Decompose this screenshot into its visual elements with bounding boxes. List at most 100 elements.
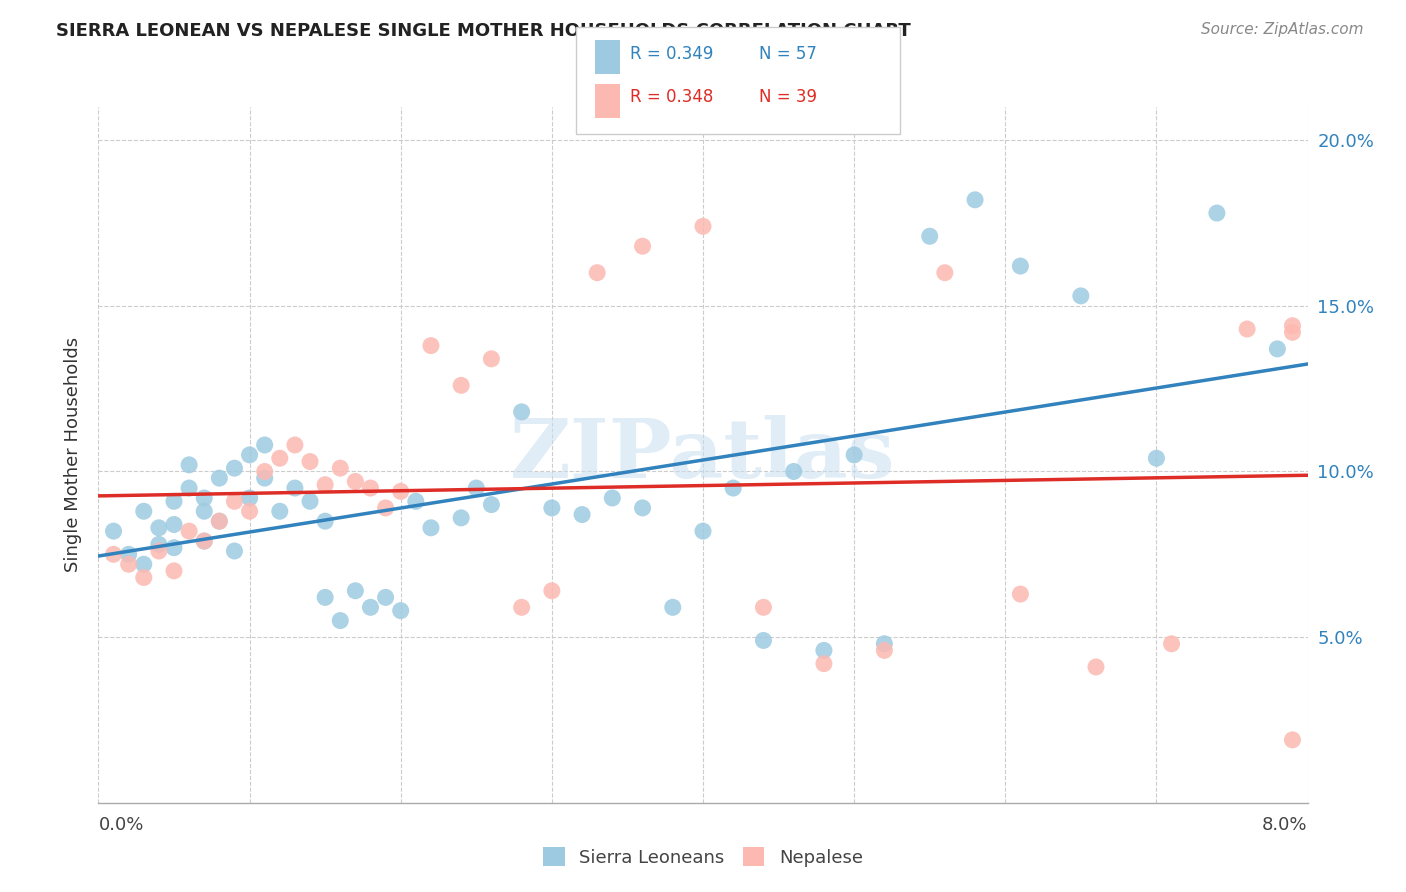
Point bbox=[179, 481, 201, 495]
Point bbox=[586, 266, 609, 280]
Point bbox=[132, 504, 155, 518]
Point bbox=[132, 570, 155, 584]
Point bbox=[405, 494, 427, 508]
Point bbox=[193, 534, 215, 549]
Point bbox=[193, 491, 215, 505]
Point bbox=[419, 338, 441, 352]
Point bbox=[723, 481, 745, 495]
Point bbox=[314, 477, 336, 491]
Point bbox=[103, 547, 125, 561]
Point bbox=[148, 521, 170, 535]
Point bbox=[179, 458, 201, 472]
Point bbox=[1070, 289, 1092, 303]
Point bbox=[602, 491, 624, 505]
Point bbox=[359, 600, 381, 615]
Point bbox=[1010, 587, 1032, 601]
Point bbox=[329, 614, 352, 628]
Point bbox=[344, 583, 367, 598]
Point bbox=[239, 504, 262, 518]
Point bbox=[208, 514, 231, 528]
Point bbox=[510, 600, 533, 615]
Point bbox=[1205, 206, 1229, 220]
Point bbox=[1010, 259, 1032, 273]
Point bbox=[465, 481, 488, 495]
Text: SIERRA LEONEAN VS NEPALESE SINGLE MOTHER HOUSEHOLDS CORRELATION CHART: SIERRA LEONEAN VS NEPALESE SINGLE MOTHER… bbox=[56, 22, 911, 40]
Point bbox=[934, 266, 956, 280]
Point bbox=[752, 633, 775, 648]
Point bbox=[224, 461, 246, 475]
Point bbox=[965, 193, 987, 207]
Point bbox=[163, 564, 186, 578]
Point bbox=[479, 351, 503, 366]
Point bbox=[1281, 326, 1303, 340]
Point bbox=[844, 448, 866, 462]
Point bbox=[752, 600, 775, 615]
Point bbox=[813, 643, 835, 657]
Point bbox=[692, 524, 714, 538]
Point bbox=[374, 500, 396, 515]
Point bbox=[163, 517, 186, 532]
Point bbox=[314, 514, 336, 528]
Point bbox=[631, 500, 654, 515]
Text: N = 39: N = 39 bbox=[759, 88, 817, 106]
Point bbox=[163, 541, 186, 555]
Point bbox=[118, 558, 141, 572]
Point bbox=[571, 508, 593, 522]
Point bbox=[239, 491, 262, 505]
Legend: Sierra Leoneans, Nepalese: Sierra Leoneans, Nepalese bbox=[536, 840, 870, 874]
Point bbox=[239, 448, 262, 462]
Point bbox=[510, 405, 533, 419]
Text: Source: ZipAtlas.com: Source: ZipAtlas.com bbox=[1201, 22, 1364, 37]
Point bbox=[1265, 342, 1288, 356]
Point bbox=[692, 219, 714, 234]
Point bbox=[118, 547, 141, 561]
Point bbox=[253, 438, 276, 452]
Point bbox=[374, 591, 396, 605]
Point bbox=[1281, 318, 1303, 333]
Point bbox=[299, 454, 322, 468]
Point bbox=[631, 239, 654, 253]
Point bbox=[299, 494, 322, 508]
Text: 8.0%: 8.0% bbox=[1263, 816, 1308, 834]
Point bbox=[208, 514, 231, 528]
Point bbox=[450, 378, 472, 392]
Point bbox=[284, 438, 307, 452]
Point bbox=[253, 471, 276, 485]
Point bbox=[193, 534, 215, 549]
Point bbox=[284, 481, 307, 495]
Point bbox=[269, 504, 291, 518]
Point bbox=[253, 465, 276, 479]
Point bbox=[873, 637, 896, 651]
Point bbox=[1144, 451, 1167, 466]
Point bbox=[193, 504, 215, 518]
Point bbox=[163, 494, 186, 508]
Point bbox=[813, 657, 835, 671]
Text: N = 57: N = 57 bbox=[759, 45, 817, 62]
Point bbox=[132, 558, 155, 572]
Point bbox=[918, 229, 941, 244]
Point bbox=[208, 471, 231, 485]
Text: 0.0%: 0.0% bbox=[98, 816, 143, 834]
Point bbox=[269, 451, 291, 466]
Point bbox=[540, 583, 562, 598]
Point bbox=[1085, 660, 1108, 674]
Point bbox=[782, 465, 804, 479]
Point bbox=[103, 524, 125, 538]
Point bbox=[148, 544, 170, 558]
Point bbox=[359, 481, 381, 495]
Text: ZIPatlas: ZIPatlas bbox=[510, 415, 896, 495]
Point bbox=[540, 500, 562, 515]
Point bbox=[179, 524, 201, 538]
Point bbox=[224, 544, 246, 558]
Point bbox=[314, 591, 336, 605]
Point bbox=[419, 521, 441, 535]
Point bbox=[1236, 322, 1258, 336]
Text: R = 0.349: R = 0.349 bbox=[630, 45, 713, 62]
Point bbox=[148, 537, 170, 551]
Point bbox=[389, 604, 412, 618]
Point bbox=[389, 484, 412, 499]
Point bbox=[224, 494, 246, 508]
Point bbox=[1281, 732, 1303, 747]
Point bbox=[479, 498, 503, 512]
Point bbox=[661, 600, 683, 615]
